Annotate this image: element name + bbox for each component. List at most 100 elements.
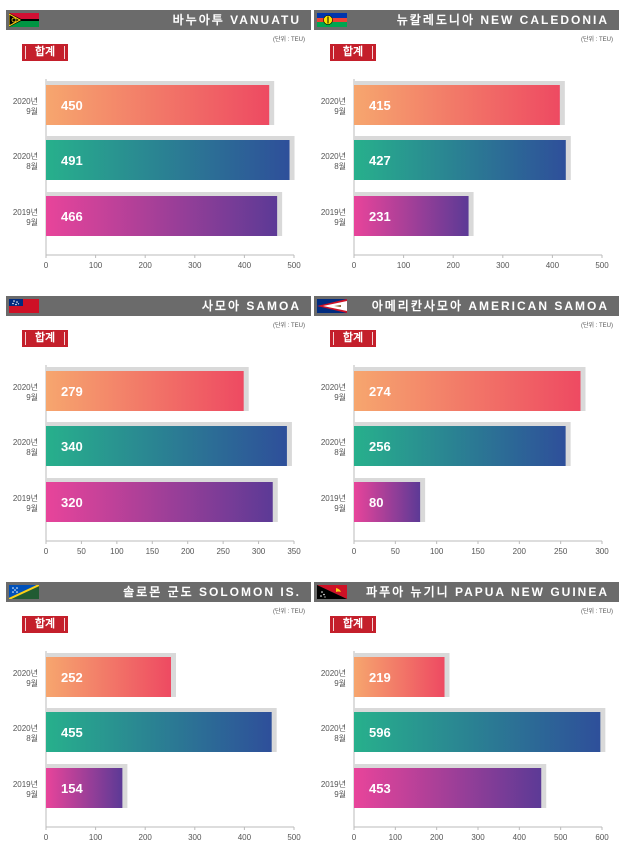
bar-2020-8 bbox=[46, 426, 287, 466]
panel-header: 파푸아 뉴기니 PAPUA NEW GUINEA bbox=[314, 582, 619, 602]
bar-2020-8 bbox=[46, 712, 272, 752]
x-tick-label: 100 bbox=[389, 833, 403, 842]
value-label: 80 bbox=[369, 495, 383, 510]
total-badge: 합계 bbox=[22, 616, 68, 633]
bar-2019-9 bbox=[46, 768, 123, 808]
bar-2020-8 bbox=[354, 140, 566, 180]
value-label: 491 bbox=[61, 153, 83, 168]
total-badge: 합계 bbox=[330, 330, 376, 347]
bar-2020-8 bbox=[354, 712, 601, 752]
value-label: 466 bbox=[61, 209, 83, 224]
x-tick-label: 500 bbox=[287, 261, 301, 270]
x-tick-label: 400 bbox=[238, 833, 252, 842]
category-year-label: 2019년 bbox=[13, 779, 38, 789]
category-month-label: 9월 bbox=[26, 217, 38, 227]
value-label: 340 bbox=[61, 439, 83, 454]
unit-label: (단위 : TEU) bbox=[580, 37, 613, 43]
value-label: 274 bbox=[369, 384, 391, 399]
value-label: 219 bbox=[369, 670, 391, 685]
x-tick-label: 400 bbox=[546, 261, 560, 270]
chart-panel-samoa: 사모아 SAMOA (단위 : TEU) 합계 279 2020년 9월 340 202… bbox=[6, 296, 311, 566]
category-month-label: 9월 bbox=[334, 217, 346, 227]
panel-header: 바누아투 VANUATU bbox=[6, 10, 311, 30]
x-tick-label: 0 bbox=[352, 833, 357, 842]
x-tick-label: 500 bbox=[287, 833, 301, 842]
panel-title: 사모아 SAMOA bbox=[201, 299, 301, 313]
x-tick-label: 150 bbox=[471, 547, 485, 556]
x-tick-label: 200 bbox=[513, 547, 527, 556]
x-tick-label: 100 bbox=[89, 261, 103, 270]
unit-label: (단위 : TEU) bbox=[272, 37, 305, 43]
bar-2020-9 bbox=[46, 85, 270, 125]
value-label: 252 bbox=[61, 670, 83, 685]
category-month-label: 9월 bbox=[334, 106, 346, 116]
bar-2019-9 bbox=[354, 482, 421, 522]
category-year-label: 2020년 bbox=[321, 668, 346, 678]
x-tick-label: 50 bbox=[77, 547, 86, 556]
category-month-label: 8월 bbox=[26, 733, 38, 743]
category-year-label: 2020년 bbox=[13, 382, 38, 392]
value-label: 279 bbox=[61, 384, 83, 399]
category-month-label: 8월 bbox=[26, 161, 38, 171]
x-tick-label: 300 bbox=[471, 833, 485, 842]
x-tick-label: 300 bbox=[595, 547, 609, 556]
bar-2020-9 bbox=[46, 371, 244, 411]
panel-header: 솔로몬 군도 SOLOMON IS. bbox=[6, 582, 311, 602]
x-tick-label: 200 bbox=[447, 261, 461, 270]
category-month-label: 8월 bbox=[334, 161, 346, 171]
x-tick-label: 350 bbox=[287, 547, 301, 556]
x-tick-label: 200 bbox=[430, 833, 444, 842]
bar-2020-8 bbox=[46, 140, 290, 180]
chart-panel-american-samoa: 아메리칸사모아 AMERICAN SAMOA (단위 : TEU) 합계 274… bbox=[314, 296, 619, 566]
value-label: 154 bbox=[61, 781, 83, 796]
category-year-label: 2020년 bbox=[13, 151, 38, 161]
category-year-label: 2019년 bbox=[321, 207, 346, 217]
x-tick-label: 0 bbox=[352, 547, 357, 556]
x-tick-label: 0 bbox=[44, 547, 49, 556]
panel-header: 뉴칼레도니아 NEW CALEDONIA bbox=[314, 10, 619, 30]
x-tick-label: 0 bbox=[352, 261, 357, 270]
category-year-label: 2019년 bbox=[13, 493, 38, 503]
american-samoa-flag-icon bbox=[317, 299, 347, 313]
category-month-label: 8월 bbox=[334, 733, 346, 743]
category-year-label: 2020년 bbox=[13, 437, 38, 447]
bar-2020-9 bbox=[46, 657, 171, 697]
bar-2019-9 bbox=[46, 482, 273, 522]
category-year-label: 2020년 bbox=[321, 437, 346, 447]
papua-new-guinea-flag-icon bbox=[317, 585, 347, 599]
unit-label: (단위 : TEU) bbox=[272, 323, 305, 329]
total-badge: 합계 bbox=[330, 616, 376, 633]
x-tick-label: 300 bbox=[252, 547, 266, 556]
x-tick-label: 600 bbox=[595, 833, 609, 842]
x-tick-label: 500 bbox=[554, 833, 568, 842]
x-tick-label: 200 bbox=[139, 261, 153, 270]
category-month-label: 9월 bbox=[26, 392, 38, 402]
category-year-label: 2019년 bbox=[13, 207, 38, 217]
bar-2020-9 bbox=[354, 657, 445, 697]
x-tick-label: 0 bbox=[44, 261, 49, 270]
category-month-label: 9월 bbox=[26, 789, 38, 799]
unit-label: (단위 : TEU) bbox=[580, 323, 613, 329]
value-label: 450 bbox=[61, 98, 83, 113]
category-month-label: 8월 bbox=[26, 447, 38, 457]
bar-2019-9 bbox=[354, 196, 469, 236]
bar-2020-8 bbox=[354, 426, 566, 466]
value-label: 256 bbox=[369, 439, 391, 454]
panel-title: 파푸아 뉴기니 PAPUA NEW GUINEA bbox=[366, 585, 609, 599]
category-month-label: 9월 bbox=[334, 789, 346, 799]
category-month-label: 9월 bbox=[334, 678, 346, 688]
x-tick-label: 400 bbox=[513, 833, 527, 842]
value-label: 455 bbox=[61, 725, 83, 740]
x-tick-label: 150 bbox=[146, 547, 160, 556]
x-tick-label: 100 bbox=[397, 261, 411, 270]
category-year-label: 2019년 bbox=[321, 779, 346, 789]
unit-label: (단위 : TEU) bbox=[580, 609, 613, 615]
panel-title: 아메리칸사모아 AMERICAN SAMOA bbox=[371, 299, 609, 313]
chart-panel-new-caledonia: 뉴칼레도니아 NEW CALEDONIA (단위 : TEU) 합계 415 20… bbox=[314, 10, 619, 280]
category-year-label: 2020년 bbox=[321, 382, 346, 392]
bar-2019-9 bbox=[46, 196, 278, 236]
category-month-label: 8월 bbox=[334, 447, 346, 457]
